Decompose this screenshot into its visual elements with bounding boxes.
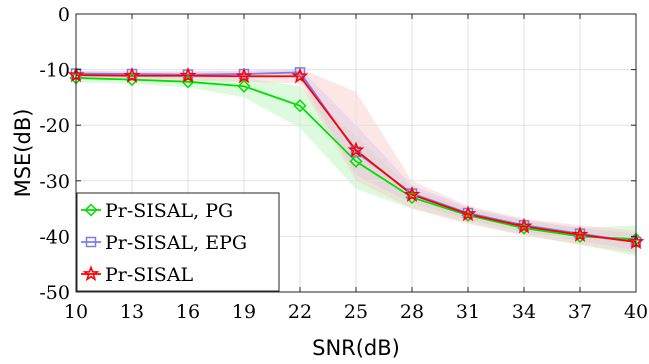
legend: Pr-SISAL, PG Pr-SISAL, EPG Pr-SISAL <box>76 192 280 292</box>
series-2-point <box>571 225 589 242</box>
y-tick-label: -30 <box>39 171 70 193</box>
x-axis-ticks: 10 13 16 19 22 25 28 31 34 37 40 <box>64 14 648 323</box>
legend-label-1: Pr-SISAL, EPG <box>105 232 247 254</box>
series-1-point <box>350 146 362 158</box>
series-lines <box>75 71 637 243</box>
legend-box <box>76 192 280 292</box>
series-2-point <box>347 141 365 158</box>
y-tick-label: 0 <box>58 4 70 26</box>
x-tick-label: 22 <box>288 301 312 323</box>
legend-marker-1 <box>85 236 97 248</box>
x-tick-label: 13 <box>120 301 144 323</box>
series-line-2 <box>75 74 637 243</box>
series-2-point <box>123 66 141 83</box>
series-0-point <box>237 79 251 93</box>
series-line-1 <box>75 71 637 243</box>
y-tick-label: -20 <box>39 115 70 137</box>
legend-marker-2 <box>82 265 100 282</box>
y-tick-label: -10 <box>39 60 70 82</box>
x-tick-label: 37 <box>568 301 592 323</box>
legend-label-0: Pr-SISAL, PG <box>105 200 233 222</box>
x-tick-label: 16 <box>176 301 200 323</box>
x-tick-label: 25 <box>344 301 368 323</box>
series-0-point <box>293 99 307 113</box>
x-axis-label: SNR(dB) <box>312 336 400 360</box>
y-axis-label: MSE(dB) <box>11 109 35 198</box>
legend-label-2: Pr-SISAL <box>105 264 194 286</box>
y-axis-ticks: 0 -10 -20 -30 -40 -50 <box>39 4 636 304</box>
x-tick-label: 28 <box>400 301 424 323</box>
x-tick-label: 19 <box>232 301 256 323</box>
x-tick-label: 10 <box>64 301 88 323</box>
series-line-0 <box>75 77 637 241</box>
series-0-point <box>349 154 363 168</box>
series-2-point <box>515 217 533 234</box>
y-tick-label: -50 <box>39 282 70 304</box>
x-tick-label: 34 <box>512 301 536 323</box>
series-2-point <box>291 67 309 84</box>
series-2-point <box>459 205 477 222</box>
series-2-point <box>179 66 197 83</box>
x-tick-label: 40 <box>624 301 648 323</box>
series-2-point <box>403 185 421 202</box>
series-2-point <box>235 67 253 84</box>
y-tick-label: -40 <box>39 226 70 248</box>
legend-marker-0 <box>84 203 98 217</box>
x-tick-label: 31 <box>456 301 480 323</box>
